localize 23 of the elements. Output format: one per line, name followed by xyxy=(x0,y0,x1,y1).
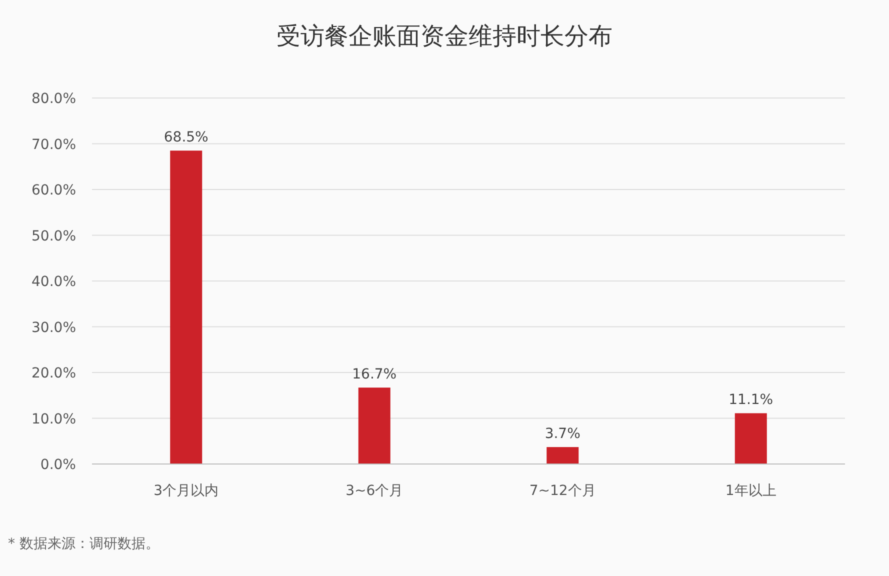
y-tick-label: 10.0% xyxy=(32,411,76,428)
y-tick-label: 0.0% xyxy=(40,457,76,473)
data-label: 3.7% xyxy=(544,426,580,442)
x-tick-label: 3~6个月 xyxy=(346,483,404,499)
bar xyxy=(734,413,767,464)
y-tick-label: 40.0% xyxy=(32,274,76,290)
y-tick-label: 70.0% xyxy=(32,136,76,153)
chart-title: 受访餐企账面资金维持时长分布 xyxy=(276,22,612,50)
data-label: 16.7% xyxy=(352,366,397,383)
x-tick-label: 1年以上 xyxy=(725,483,776,499)
x-tick-label: 7~12个月 xyxy=(529,483,596,499)
y-tick-label: 50.0% xyxy=(32,228,76,244)
y-tick-label: 80.0% xyxy=(32,91,76,107)
y-tick-label: 20.0% xyxy=(32,366,76,382)
bar xyxy=(358,388,390,464)
x-tick-label: 3个月以内 xyxy=(154,483,219,499)
y-tick-label: 60.0% xyxy=(32,182,76,198)
text: * 数据来源：调研数据。 xyxy=(8,536,160,552)
bar xyxy=(170,150,202,464)
data-label: 68.5% xyxy=(164,130,208,146)
bar xyxy=(546,447,579,464)
y-tick-label: 30.0% xyxy=(32,320,76,336)
data-label: 11.1% xyxy=(728,392,774,408)
